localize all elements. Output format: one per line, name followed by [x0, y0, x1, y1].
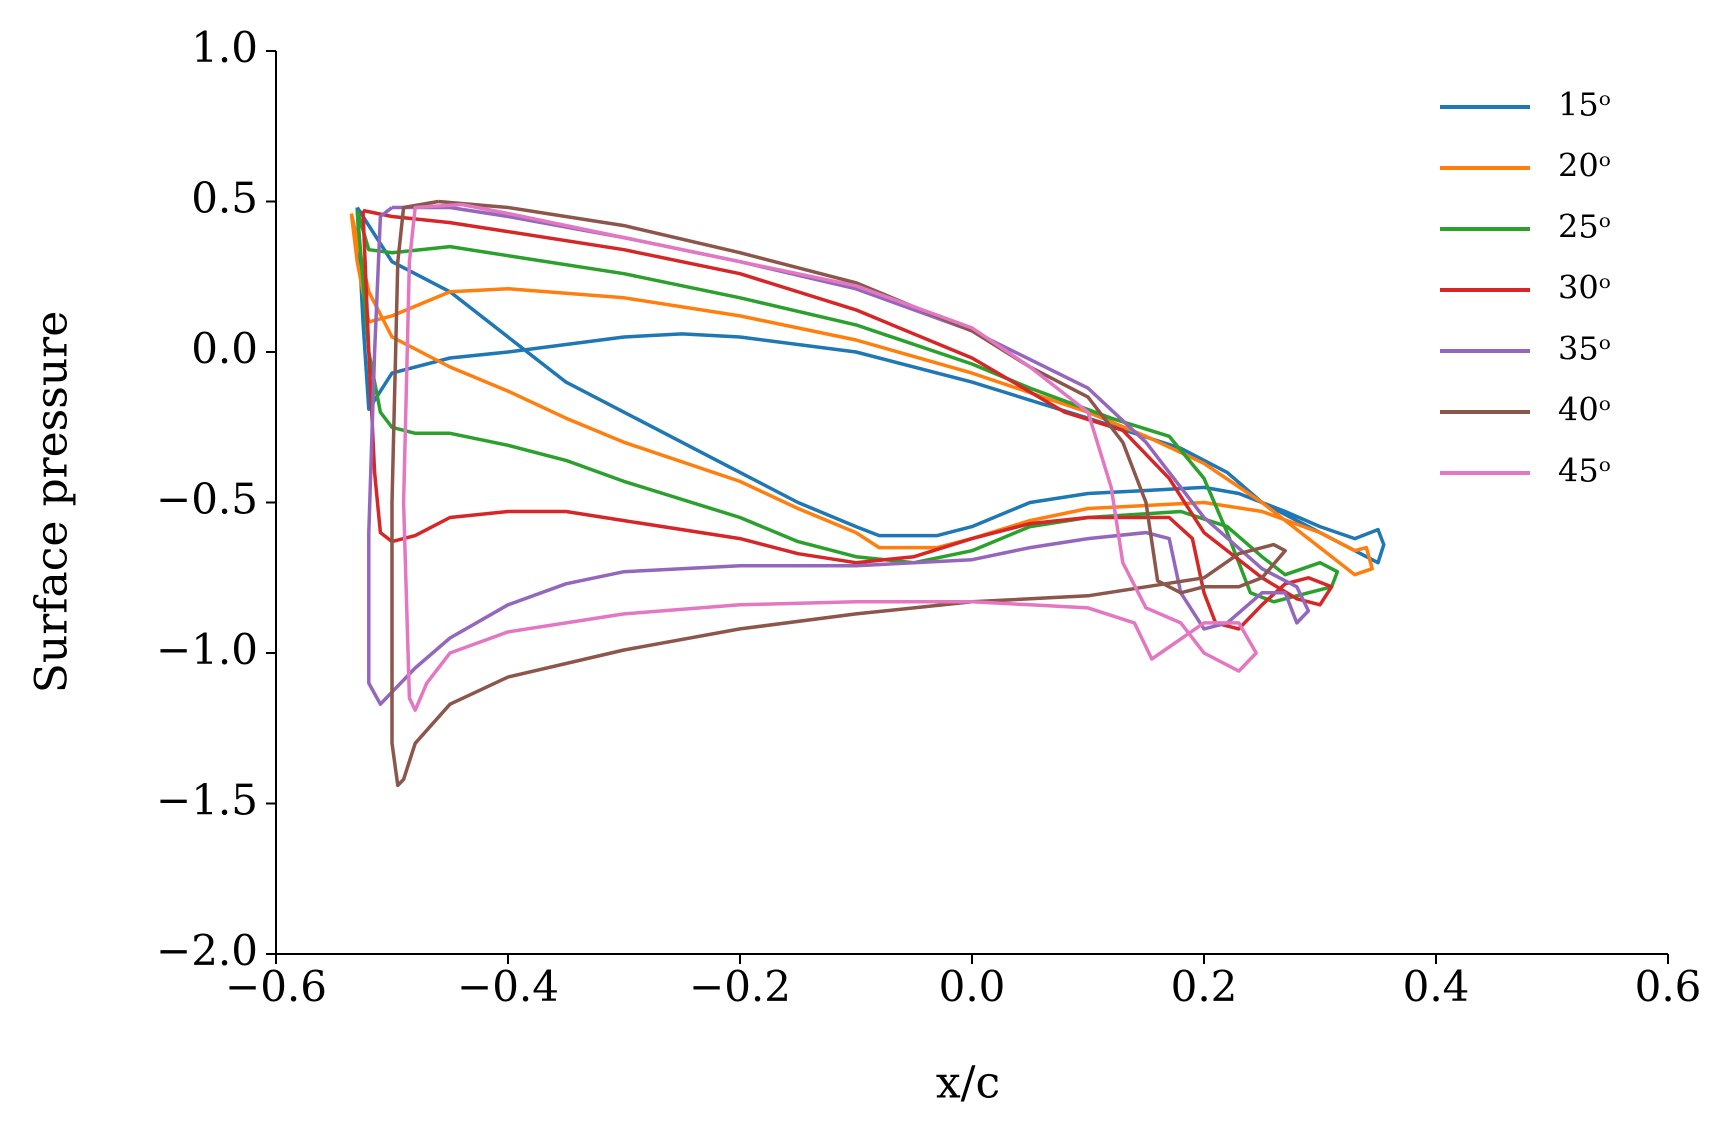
y-tick-label: 0.0	[191, 324, 258, 373]
x-tick-label: 0.0	[939, 962, 1006, 1011]
series-line	[355, 206, 1386, 565]
legend-label: 25ᵒ	[1558, 208, 1611, 246]
legend-label: 40ᵒ	[1558, 391, 1611, 429]
x-axis-label: x/c	[936, 1058, 1000, 1109]
series-line	[349, 213, 1374, 577]
x-tick-label: −0.6	[225, 962, 327, 1011]
y-tick-label: −0.5	[156, 475, 258, 524]
y-axis-label: Surface pressure	[27, 311, 78, 694]
x-tick-label: 0.6	[1635, 962, 1702, 1011]
y-tick-label: −1.5	[156, 776, 258, 825]
y-tick-label: 0.5	[191, 174, 258, 223]
legend-label: 30ᵒ	[1558, 269, 1611, 307]
series-line	[355, 210, 1340, 604]
legend-label: 35ᵒ	[1558, 330, 1611, 368]
x-tick-label: 0.4	[1403, 962, 1470, 1011]
x-tick-label: −0.2	[689, 962, 791, 1011]
legend-label: 20ᵒ	[1558, 147, 1611, 185]
series-line	[401, 202, 1258, 712]
x-tick-label: −0.4	[457, 962, 559, 1011]
y-tick-label: −1.0	[156, 625, 258, 674]
legend-label: 15ᵒ	[1558, 86, 1611, 124]
y-tick-label: 1.0	[191, 23, 258, 72]
x-tick-label: 0.2	[1171, 962, 1238, 1011]
y-tick-label: −2.0	[156, 926, 258, 975]
legend-label: 45ᵒ	[1558, 452, 1611, 490]
